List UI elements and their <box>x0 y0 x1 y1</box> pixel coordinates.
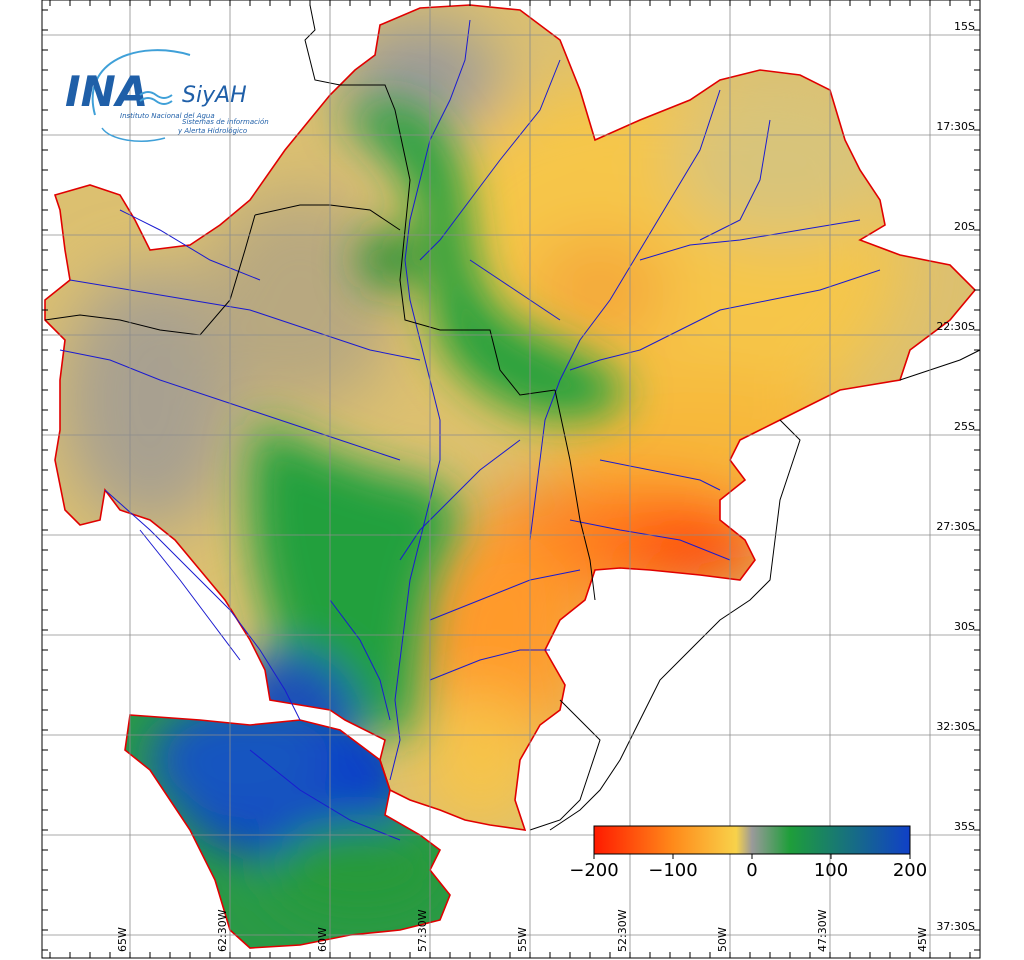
logo-arc-icon <box>91 49 191 116</box>
logo-arc-icon-2 <box>101 127 166 142</box>
colorbar-label: 200 <box>893 860 927 881</box>
logo-subtitle-2: y Alerta Hidrológico <box>177 127 247 135</box>
latitude-label: 37:30S <box>936 920 975 933</box>
latitude-label: 15S <box>954 20 975 33</box>
logo-system: SiyAH <box>182 83 247 108</box>
frame-ticks <box>42 0 980 958</box>
longitude-label: 62:30W <box>216 909 229 952</box>
colorbar-label: 0 <box>746 860 757 881</box>
south-boundary <box>124 714 451 949</box>
longitude-label: 45W <box>916 927 929 952</box>
latitude-label: 20S <box>954 220 975 233</box>
colorbar-ramp <box>593 825 911 855</box>
latitude-label: 35S <box>954 820 975 833</box>
longitude-label: 47:30W <box>816 909 829 952</box>
latitude-label: 17:30S <box>936 120 975 133</box>
colorbar: −200 −100 0 100 200 <box>569 825 927 881</box>
logo-institute: Instituto Nacional del Agua <box>120 112 215 120</box>
latitude-label: 25S <box>954 420 975 433</box>
map-frame <box>41 0 981 959</box>
rivers <box>59 19 881 841</box>
latitude-labels: 15S 17:30S 20S 22:30S 25S 27:30S 30S 32:30S 35S 3… <box>936 20 975 933</box>
longitude-label: 50W <box>716 927 729 952</box>
longitude-label: 65W <box>116 927 129 952</box>
longitude-label: 57:30W <box>416 909 429 952</box>
ina-logo: INA SiyAH Instituto Nacional del Agua Si… <box>65 49 269 142</box>
latitude-label: 32:30S <box>936 720 975 733</box>
logo-wave-icon <box>139 91 173 105</box>
latitude-label: 22:30S <box>936 320 975 333</box>
graticule <box>42 0 980 958</box>
longitude-label: 55W <box>516 927 529 952</box>
latitude-label: 27:30S <box>936 520 975 533</box>
longitude-label: 52:30W <box>616 909 629 952</box>
longitude-labels: 65W 62:30W 60W 57:30W 55W 52:30W 50W 47:30W 45W <box>116 909 929 952</box>
logo-brand: INA <box>65 67 148 116</box>
colorbar-label: 100 <box>814 860 848 881</box>
longitude-label: 60W <box>316 927 329 952</box>
latitude-label: 30S <box>954 620 975 633</box>
logo-subtitle-1: Sistemas de información <box>182 118 269 126</box>
colorbar-label: −200 <box>569 860 618 881</box>
colorbar-label: −100 <box>648 860 697 881</box>
